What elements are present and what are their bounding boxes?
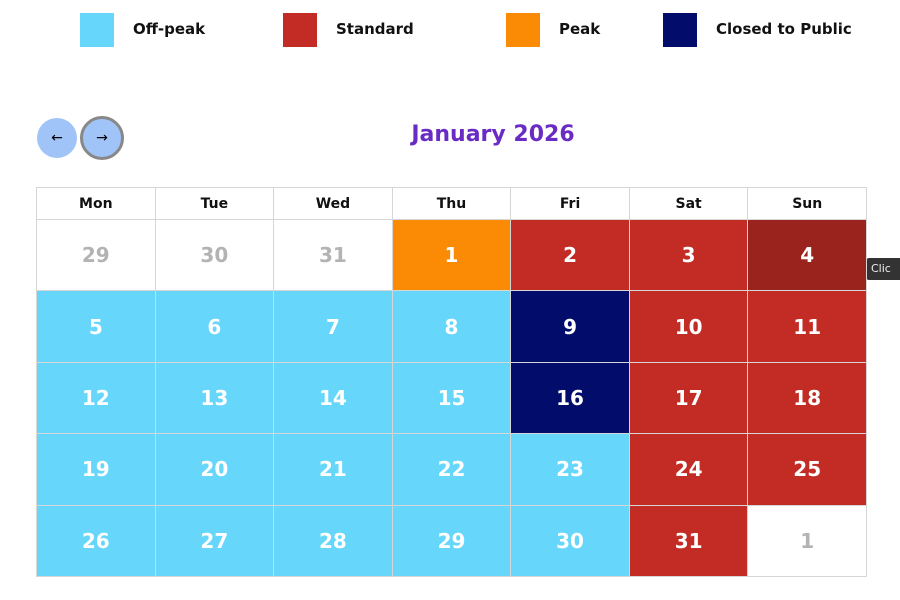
day-cell[interactable]: 19	[36, 433, 156, 506]
legend-swatch	[663, 13, 697, 47]
day-cell[interactable]: 17	[628, 361, 749, 435]
day-cell[interactable]: 28	[273, 504, 393, 577]
day-cell[interactable]: 9	[510, 290, 630, 363]
weekday-header: Sat	[628, 187, 749, 220]
month-title: January 2026	[411, 122, 575, 147]
day-cell[interactable]: 24	[628, 433, 749, 506]
day-cell[interactable]: 10	[628, 290, 749, 363]
day-cell[interactable]: 3	[628, 219, 749, 292]
day-cell[interactable]: 15	[391, 361, 512, 435]
legend-swatch	[283, 13, 317, 47]
day-cell[interactable]: 14	[273, 361, 393, 435]
day-cell[interactable]: 1	[391, 219, 512, 292]
day-cell: 29	[36, 219, 156, 292]
day-cell[interactable]: 25	[747, 433, 867, 506]
legend-swatch	[80, 13, 114, 47]
legend-swatch	[506, 13, 540, 47]
day-cell[interactable]: 23	[510, 433, 630, 506]
day-cell: 30	[154, 219, 275, 292]
day-cell: 31	[273, 219, 393, 292]
day-cell[interactable]: 29	[391, 504, 512, 577]
next-button[interactable]: →	[80, 116, 124, 160]
legend-label: Peak	[559, 20, 601, 38]
day-cell[interactable]: 21	[273, 433, 393, 506]
weekday-header: Mon	[36, 187, 156, 220]
day-cell[interactable]: 11	[747, 290, 867, 363]
legend-label: Off-peak	[133, 20, 206, 38]
weekday-header: Fri	[510, 187, 630, 220]
day-cell[interactable]: 27	[154, 504, 275, 577]
weekday-header: Thu	[391, 187, 512, 220]
day-cell[interactable]: 5	[36, 290, 156, 363]
day-cell[interactable]: 20	[154, 433, 275, 506]
day-cell[interactable]: 7	[273, 290, 393, 363]
day-cell[interactable]: 8	[391, 290, 512, 363]
legend-label: Closed to Public	[716, 20, 852, 38]
day-cell[interactable]: 26	[36, 504, 156, 577]
day-cell[interactable]: 12	[36, 361, 156, 435]
day-cell[interactable]: 31	[628, 504, 749, 577]
day-cell[interactable]: 6	[154, 290, 275, 363]
prev-button[interactable]: ←	[37, 118, 77, 158]
weekday-header: Tue	[154, 187, 275, 220]
day-cell[interactable]: 30	[510, 504, 630, 577]
day-cell: 1	[747, 504, 867, 577]
weekday-header: Wed	[273, 187, 393, 220]
legend-label: Standard	[336, 20, 414, 38]
day-cell[interactable]: 18	[747, 361, 867, 435]
weekday-header: Sun	[747, 187, 867, 220]
day-cell[interactable]: 13	[154, 361, 275, 435]
day-cell[interactable]: 22	[391, 433, 512, 506]
tooltip: Clic	[866, 258, 900, 280]
day-cell[interactable]: 16	[510, 361, 630, 435]
day-cell[interactable]: 2	[510, 219, 630, 292]
day-cell[interactable]: 4	[747, 219, 867, 292]
